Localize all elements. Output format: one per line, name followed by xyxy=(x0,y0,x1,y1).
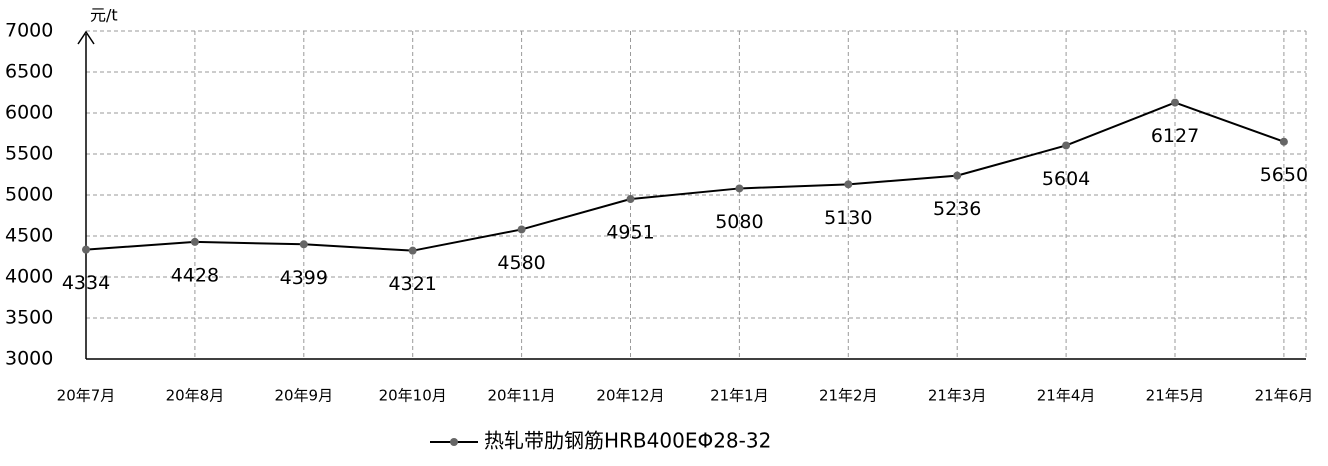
data-label: 4321 xyxy=(389,273,437,295)
x-tick-label: 20年11月 xyxy=(488,387,556,405)
data-label: 6127 xyxy=(1151,125,1199,147)
data-label: 5080 xyxy=(715,211,763,233)
y-tick-label: 4500 xyxy=(5,225,53,247)
data-label: 5650 xyxy=(1260,164,1308,186)
data-label: 4334 xyxy=(62,272,110,294)
y-tick-label: 3500 xyxy=(5,307,53,329)
y-tick-label: 5500 xyxy=(5,143,53,165)
data-point xyxy=(953,171,962,180)
y-tick-label: 6000 xyxy=(5,102,53,124)
x-tick-label: 21年6月 xyxy=(1255,387,1314,405)
y-tick-label: 7000 xyxy=(5,20,53,42)
y-axis-arrow xyxy=(77,30,95,45)
y-tick-label: 3000 xyxy=(5,348,53,370)
x-tick-label: 20年8月 xyxy=(166,387,225,405)
x-tick-label: 21年1月 xyxy=(710,387,769,405)
x-tick-label: 21年2月 xyxy=(819,387,878,405)
data-point xyxy=(1062,141,1071,150)
data-label: 5604 xyxy=(1042,168,1090,190)
data-line xyxy=(85,101,1285,252)
data-point xyxy=(82,245,90,254)
x-tick-label: 20年12月 xyxy=(596,387,664,405)
data-point xyxy=(735,184,744,193)
data-point xyxy=(517,225,526,234)
data-label: 4399 xyxy=(280,267,328,289)
y-tick-label: 5000 xyxy=(5,184,53,206)
y-tick-label: 4000 xyxy=(5,266,53,288)
data-label: 4428 xyxy=(171,264,219,286)
y-axis-label: 元/t xyxy=(90,6,118,25)
x-tick-label: 20年9月 xyxy=(274,387,333,405)
data-label: 4951 xyxy=(606,222,654,244)
x-tick-label: 20年7月 xyxy=(57,387,116,405)
data-point xyxy=(299,240,308,249)
y-tick-label: 6500 xyxy=(5,61,53,83)
data-label: 4580 xyxy=(497,252,545,274)
data-point xyxy=(1279,137,1288,146)
legend-label: 热轧带肋钢筋HRB400EΦ28-32 xyxy=(484,429,771,453)
data-point xyxy=(190,237,199,246)
legend-marker xyxy=(450,438,458,446)
data-point xyxy=(408,246,417,255)
x-tick-label: 21年5月 xyxy=(1146,387,1205,405)
data-point xyxy=(844,180,853,189)
data-label: 5130 xyxy=(824,207,872,229)
x-tick-label: 20年10月 xyxy=(379,387,447,405)
data-point xyxy=(626,195,635,204)
x-tick-label: 21年3月 xyxy=(928,387,987,405)
x-tick-label: 21年4月 xyxy=(1037,387,1096,405)
data-label: 5236 xyxy=(933,198,981,220)
data-point xyxy=(1171,98,1179,107)
